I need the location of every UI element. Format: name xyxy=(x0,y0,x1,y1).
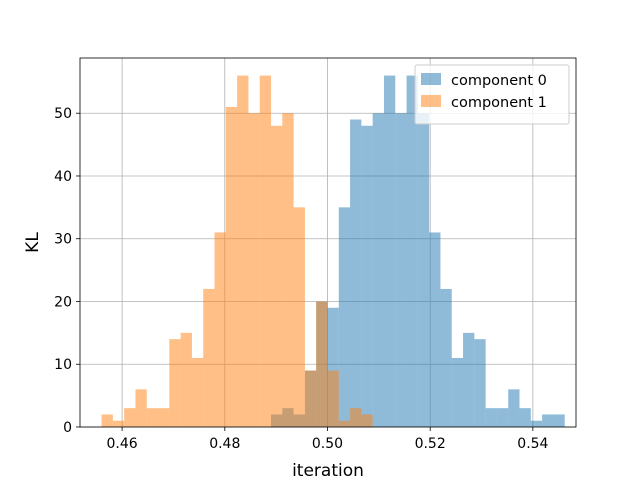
histogram-bar-component-1 xyxy=(316,301,328,427)
histogram-bar-component-0 xyxy=(463,332,475,427)
histogram-bar-component-1 xyxy=(158,408,170,427)
histogram-bar-component-1 xyxy=(112,420,125,427)
histogram-bar-component-0 xyxy=(417,113,430,427)
y-tick-label: 50 xyxy=(54,106,72,122)
histogram-bar-component-0 xyxy=(429,232,441,427)
y-tick-label: 20 xyxy=(54,294,72,310)
histogram-bar-component-0 xyxy=(406,75,418,428)
y-tick-label: 30 xyxy=(54,232,72,248)
histogram-bar-component-1 xyxy=(338,420,351,427)
histogram-bar-component-1 xyxy=(101,414,113,427)
histogram-bar-component-1 xyxy=(146,408,159,427)
histogram-bar-component-1 xyxy=(191,357,204,427)
legend: component 0 component 1 xyxy=(414,64,570,125)
histogram-bar-component-0 xyxy=(383,75,396,428)
histogram-bar-component-1 xyxy=(361,414,373,427)
histogram-bar-component-1 xyxy=(271,125,283,427)
histogram-bar-component-1 xyxy=(259,75,272,428)
histogram-bar-component-0 xyxy=(440,288,452,427)
histogram-bar-component-1 xyxy=(180,332,192,427)
histogram-bar-component-1 xyxy=(327,370,339,427)
histogram-bar-component-1 xyxy=(214,232,226,427)
histogram-bar-component-1 xyxy=(350,408,362,427)
histogram-bar-component-0 xyxy=(451,357,464,427)
histogram-bar-component-0 xyxy=(542,414,554,427)
histogram-bar-component-1 xyxy=(304,370,317,427)
histogram-bar-component-0 xyxy=(530,420,543,427)
plot-frame xyxy=(79,57,577,428)
histogram-bar-component-0 xyxy=(553,414,565,427)
axis-ticks: 0.46 0.48 0.50 0.52 0.54 0 10 20 30 40 50 xyxy=(54,106,548,452)
histogram-bar-component-0 xyxy=(474,339,486,427)
histogram-bar-component-1 xyxy=(124,408,136,427)
x-tick-label: 0.52 xyxy=(415,436,446,452)
histogram-bar-component-0 xyxy=(519,408,531,427)
x-tick-label: 0.48 xyxy=(209,436,240,452)
legend-swatch xyxy=(421,73,441,85)
histogram-bar-component-0 xyxy=(508,389,520,427)
histogram-bar-component-0 xyxy=(327,307,339,427)
histogram-bars xyxy=(101,75,565,428)
histogram-bar-component-0 xyxy=(496,408,509,427)
y-axis-label: KL xyxy=(23,232,43,253)
y-tick-label: 10 xyxy=(54,357,72,373)
legend-swatch xyxy=(421,95,441,107)
histogram-bar-component-0 xyxy=(361,125,373,427)
legend-label: component 0 xyxy=(451,73,547,89)
histogram-bar-component-1 xyxy=(293,207,305,427)
histogram-bar-component-1 xyxy=(282,113,294,427)
histogram-bar-component-1 xyxy=(169,339,181,427)
histogram-bar-component-0 xyxy=(485,408,497,427)
histogram-bar-component-1 xyxy=(135,389,147,427)
legend-box xyxy=(414,64,570,125)
histogram-bar-component-1 xyxy=(203,288,215,427)
histogram-bar-component-1 xyxy=(248,113,260,427)
legend-label: component 1 xyxy=(451,95,547,111)
histogram-bar-component-0 xyxy=(338,207,351,427)
x-tick-label: 0.46 xyxy=(107,436,138,452)
histogram-bar-component-1 xyxy=(225,106,238,428)
histogram-bar-component-0 xyxy=(350,119,362,427)
histogram-bar-component-1 xyxy=(237,75,249,428)
x-tick-label: 0.50 xyxy=(312,436,343,452)
histogram-bar-component-0 xyxy=(395,113,407,427)
x-axis-label: iteration xyxy=(292,461,364,480)
y-tick-label: 0 xyxy=(63,420,72,436)
y-tick-label: 40 xyxy=(54,169,72,185)
histogram-bar-component-0 xyxy=(372,113,384,427)
x-tick-label: 0.54 xyxy=(517,436,548,452)
